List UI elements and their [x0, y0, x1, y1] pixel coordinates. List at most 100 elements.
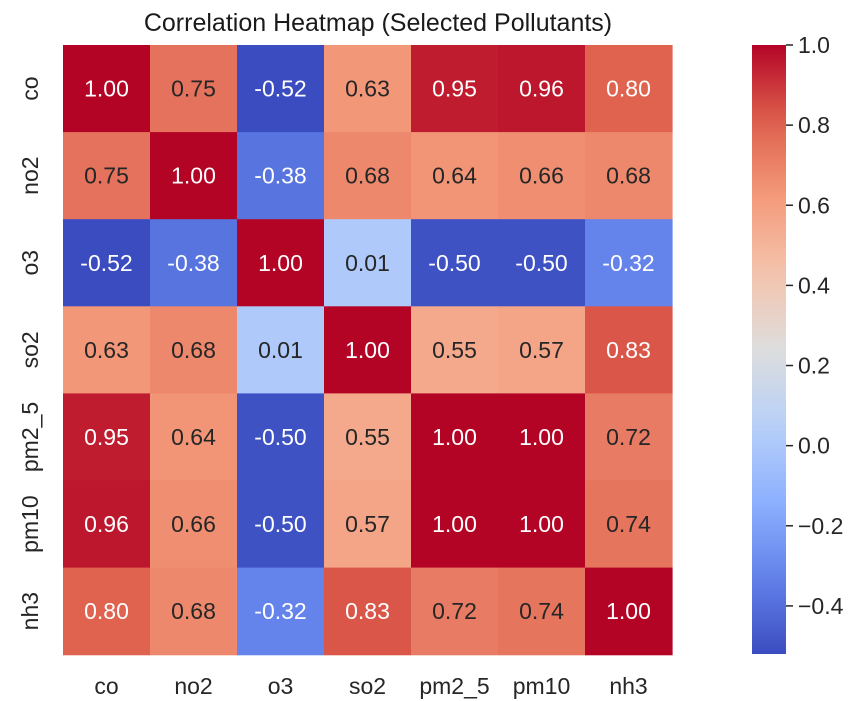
colorbar-tick-label: 1.0	[798, 32, 830, 58]
cell-value-label: 0.75	[84, 163, 129, 189]
cell-value-label: -0.32	[602, 250, 654, 276]
heatmap-cell	[498, 567, 586, 656]
cell-value-label: 0.74	[606, 511, 651, 537]
heatmap-cell	[411, 132, 499, 220]
heatmap-cell	[150, 306, 238, 394]
cell-value-label: 1.00	[84, 76, 129, 102]
cell-value-label: 0.80	[606, 76, 651, 102]
heatmap-cell	[498, 306, 586, 394]
cell-value-label: 0.01	[345, 250, 390, 276]
y-tick-label: pm10	[17, 495, 43, 553]
y-tick-label: nh3	[17, 592, 43, 630]
colorbar-tick-label: 0.4	[798, 272, 830, 298]
heatmap-cell	[324, 45, 412, 133]
heatmap-cell	[237, 567, 325, 656]
cell-value-label: 0.64	[432, 163, 477, 189]
cell-value-label: -0.32	[254, 598, 306, 624]
heatmap-cell	[150, 219, 238, 307]
heatmap-cell	[150, 132, 238, 220]
chart-title: Correlation Heatmap (Selected Pollutants…	[144, 9, 612, 37]
heatmap-cell	[411, 567, 499, 656]
x-tick-label: nh3	[609, 673, 647, 699]
cell-value-label: 0.96	[84, 511, 129, 537]
heatmap-cell	[585, 480, 673, 569]
cell-value-label: 0.68	[606, 163, 651, 189]
x-tick-label: so2	[349, 673, 386, 699]
heatmap-cell	[63, 45, 151, 133]
y-tick-label: co	[17, 76, 43, 100]
cell-value-label: -0.50	[428, 250, 480, 276]
heatmap-cell	[237, 480, 325, 569]
heatmap-cell	[63, 480, 151, 569]
heatmap-cells	[63, 45, 673, 656]
heatmap-cell	[324, 480, 412, 569]
colorbar-tick-label: 0.0	[798, 433, 830, 459]
colorbar-gradient	[752, 45, 786, 654]
cell-value-label: 0.95	[84, 424, 129, 450]
cell-value-label: 0.01	[258, 337, 303, 363]
heatmap-cell	[498, 480, 586, 569]
cell-value-label: -0.52	[80, 250, 132, 276]
heatmap-cell	[498, 45, 586, 133]
cell-value-label: 0.64	[171, 424, 216, 450]
heatmap-cell	[411, 480, 499, 569]
heatmap-cell	[63, 393, 151, 482]
heatmap-cell	[237, 45, 325, 133]
heatmap-cell	[324, 306, 412, 394]
cell-value-label: 0.63	[345, 76, 390, 102]
heatmap-cell	[324, 132, 412, 220]
cell-value-label: 0.66	[519, 163, 564, 189]
cell-value-label: 0.57	[519, 337, 564, 363]
heatmap-cell	[411, 393, 499, 482]
cell-value-label: 0.74	[519, 598, 564, 624]
heatmap-cell	[498, 132, 586, 220]
cell-value-label: -0.52	[254, 76, 306, 102]
heatmap-cell	[63, 306, 151, 394]
heatmap-cell	[63, 567, 151, 656]
cell-value-label: -0.50	[254, 424, 306, 450]
heatmap-cell	[585, 132, 673, 220]
y-tick-label: o3	[17, 250, 43, 276]
cell-value-label: 1.00	[606, 598, 651, 624]
heatmap-cell	[411, 306, 499, 394]
cell-value-label: 0.75	[171, 76, 216, 102]
heatmap-cell	[324, 393, 412, 482]
heatmap-cell	[63, 219, 151, 307]
heatmap-cell	[411, 45, 499, 133]
cell-value-label: -0.50	[515, 250, 567, 276]
y-axis-labels: co no2 o3 so2 pm2_5 pm10 nh3	[17, 76, 43, 630]
cell-value-label: 0.95	[432, 76, 477, 102]
heatmap-cell	[150, 393, 238, 482]
cell-value-label: 1.00	[345, 337, 390, 363]
x-tick-label: o3	[268, 673, 294, 699]
heatmap-cell	[585, 219, 673, 307]
heatmap-cell	[63, 132, 151, 220]
heatmap-cell	[237, 219, 325, 307]
heatmap-cell	[237, 306, 325, 394]
heatmap-cell	[150, 567, 238, 656]
cell-value-label: 0.80	[84, 598, 129, 624]
cell-value-label: 0.57	[345, 511, 390, 537]
cell-value-label: 1.00	[519, 424, 564, 450]
cell-value-label: 0.63	[84, 337, 129, 363]
cell-value-label: 0.68	[171, 598, 216, 624]
cell-value-label: -0.38	[167, 250, 219, 276]
cell-value-label: 1.00	[171, 163, 216, 189]
cell-value-label: 0.55	[432, 337, 477, 363]
heatmap-cell	[237, 393, 325, 482]
cell-annotations: 1.00 0.75 -0.52 0.63 0.95 0.96 0.80 0.75 1.00 -0.…	[80, 76, 654, 625]
heatmap-cell	[150, 480, 238, 569]
cell-value-label: 1.00	[258, 250, 303, 276]
cell-value-label: 0.83	[345, 598, 390, 624]
cell-value-label: 0.66	[171, 511, 216, 537]
y-tick-label: so2	[17, 331, 43, 368]
cell-value-label: 1.00	[519, 511, 564, 537]
heatmap-cell	[585, 45, 673, 133]
cell-value-label: 0.68	[171, 337, 216, 363]
cell-value-label: -0.50	[254, 511, 306, 537]
x-tick-label: co	[94, 673, 118, 699]
cell-value-label: 1.00	[432, 424, 477, 450]
cell-value-label: 1.00	[432, 511, 477, 537]
heatmap-cell	[498, 393, 586, 482]
